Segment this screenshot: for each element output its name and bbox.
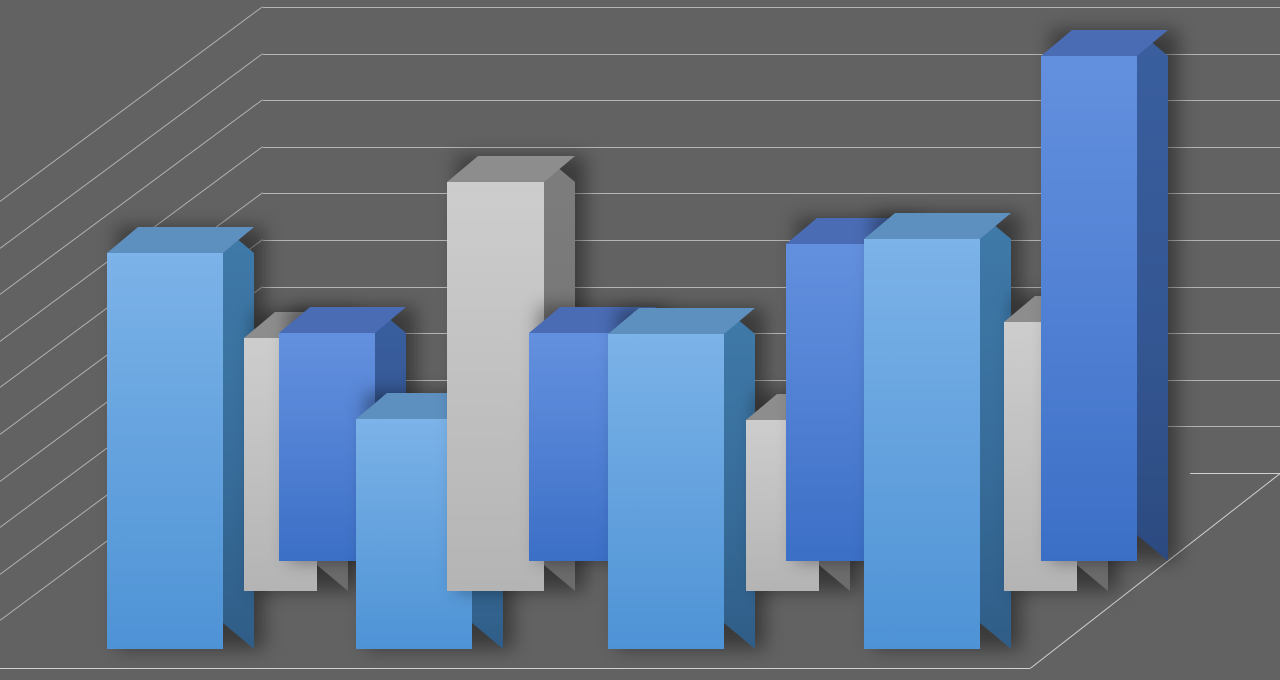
wall-bottom-edge [1190, 473, 1280, 474]
bar-g1-front-blue[interactable] [107, 227, 264, 649]
gridline-horizontal [263, 7, 1280, 8]
gridline-diagonal [0, 52, 263, 249]
gridline-horizontal [263, 379, 1280, 381]
gridline-horizontal [263, 333, 1280, 335]
gridline-horizontal [263, 193, 1280, 195]
gridline-horizontal [263, 240, 1280, 241]
bar-g4-back-dblue[interactable] [1041, 30, 1178, 561]
gridline-horizontal [263, 286, 1280, 288]
gridline-horizontal [263, 53, 1280, 55]
gridline-horizontal [263, 146, 1280, 148]
floor-front-edge [0, 668, 1030, 669]
gridline-diagonal [0, 6, 263, 202]
bar-front-face [864, 239, 980, 649]
bar-g4-front-blue[interactable] [864, 213, 1021, 649]
bar-side-face [1137, 30, 1168, 561]
bar-front-face [1041, 56, 1137, 561]
bar-front-face [447, 182, 544, 591]
bar-front-face [608, 334, 724, 649]
bar-front-face [107, 253, 223, 649]
gridline-horizontal [263, 100, 1280, 102]
bar-g3-front-blue[interactable] [608, 308, 765, 649]
